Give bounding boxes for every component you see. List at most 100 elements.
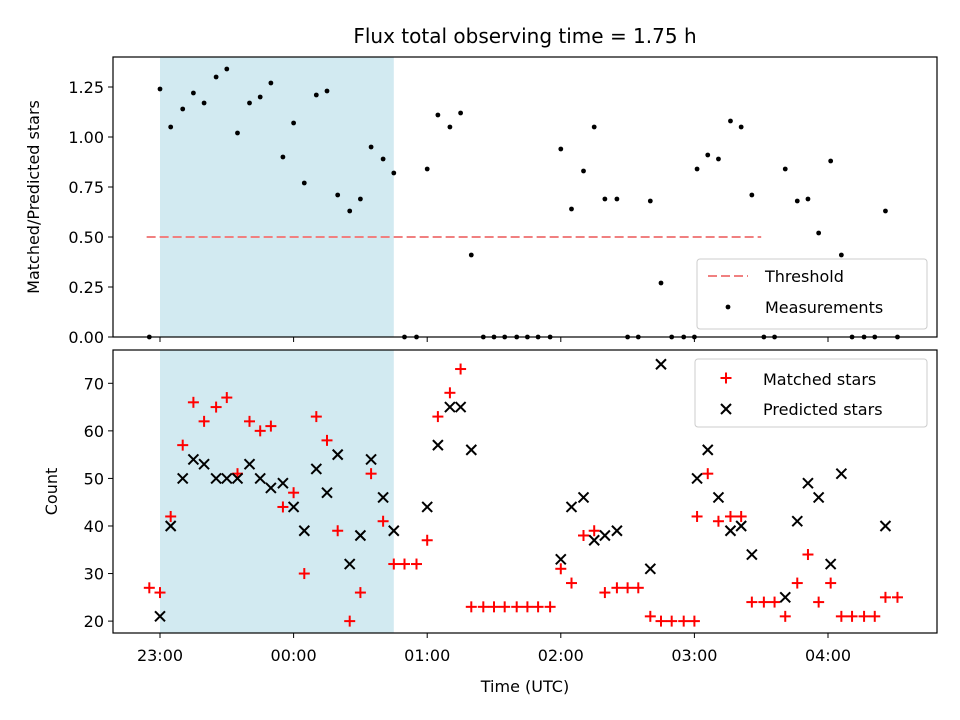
predicted-star-point	[298, 525, 310, 537]
measurement-point	[380, 156, 386, 162]
matched-star-point	[398, 558, 410, 570]
predicted-star-point	[444, 401, 456, 413]
count-y-tick-label: 50	[84, 469, 104, 488]
matched-star-point	[244, 415, 256, 427]
count-y-tick-label: 30	[84, 565, 104, 584]
matched-star-point	[210, 401, 222, 413]
measurement-point	[180, 106, 186, 112]
matched-star-point	[455, 363, 467, 375]
matched-star-point	[779, 610, 791, 622]
measurement-point	[424, 166, 430, 172]
matched-star-point	[344, 615, 356, 627]
matched-star-point	[666, 615, 678, 627]
matched-star-point	[411, 558, 423, 570]
ratio-y-tick-label: 0.75	[68, 178, 104, 197]
matched-star-point	[813, 596, 825, 608]
matched-star-point	[321, 434, 333, 446]
predicted-star-point	[802, 477, 814, 489]
matched-star-point	[544, 601, 556, 613]
matched-star-point	[143, 582, 155, 594]
matched-star-point	[691, 510, 703, 522]
measurement-point	[838, 252, 844, 258]
count-panel-ticks: 20 30 40 50 60 70 23:00 00:00 01:00 02:00 03:00 04:…	[84, 374, 851, 665]
time-x-tick-label: 03:00	[671, 646, 717, 665]
count-y-tick-label: 60	[84, 422, 104, 441]
legend-measurements-swatch	[725, 304, 731, 310]
matched-star-point	[432, 411, 444, 423]
measurement-point	[658, 280, 664, 286]
predicted-star-point	[377, 491, 389, 504]
predicted-star-point	[164, 520, 177, 532]
predicted-star-point	[254, 472, 266, 485]
matched-star-point	[611, 582, 623, 594]
predicted-star-point	[555, 553, 567, 565]
measurement-point	[168, 124, 174, 130]
predicted-star-point	[177, 472, 189, 485]
measurement-point	[213, 74, 219, 80]
predicted-star-point	[702, 444, 714, 456]
measurement-point	[435, 112, 441, 118]
observing-window-shade	[160, 57, 394, 337]
matched-star-point	[298, 568, 310, 580]
predicted-star-point	[812, 491, 825, 504]
matched-star-point	[858, 610, 870, 622]
matched-star-point	[277, 501, 289, 513]
predicted-star-point	[599, 529, 611, 542]
predicted-star-point	[287, 501, 300, 513]
legend-threshold-label: Threshold	[764, 267, 844, 286]
matched-star-point	[835, 610, 847, 622]
measurement-point	[347, 208, 353, 214]
predicted-star-point	[321, 486, 333, 499]
predicted-star-point	[388, 525, 400, 537]
measurement-point	[458, 110, 463, 116]
matched-star-point	[712, 515, 724, 527]
count-panel-frame	[112, 349, 938, 634]
matched-star-point	[288, 487, 300, 499]
matched-star-point	[488, 601, 500, 613]
count-legend: Matched stars Predicted stars	[694, 358, 928, 428]
matched-star-point	[177, 439, 189, 451]
predicted-star-point	[154, 610, 166, 623]
ratio-y-tick-label: 0.25	[68, 278, 104, 297]
matched-star-point	[477, 601, 489, 613]
measurement-point	[591, 124, 597, 130]
measurement-point	[335, 192, 341, 198]
predicted-star-point	[277, 477, 289, 489]
matched-star-point	[154, 587, 166, 599]
measurement-point	[368, 144, 374, 150]
predicted-star-point	[265, 482, 277, 494]
matched-star-point	[388, 558, 400, 570]
predicted-star-point	[611, 525, 623, 537]
predicted-star-point	[354, 529, 367, 542]
count-legend-box	[694, 358, 928, 428]
matched-star-point	[632, 582, 644, 594]
measurement-point	[235, 130, 240, 136]
predicted-star-point	[779, 591, 791, 604]
predicted-star-point	[588, 534, 600, 546]
matched-star-point	[791, 577, 803, 589]
ratio-y-tick-label: 0.50	[68, 228, 104, 247]
matched-star-point	[532, 601, 544, 613]
predicted-star-point	[565, 501, 578, 513]
time-x-tick-label: 00:00	[271, 646, 317, 665]
predicted-star-point	[421, 501, 433, 513]
measurement-point	[749, 192, 755, 198]
matched-star-point	[644, 610, 656, 622]
measurement-point	[257, 94, 263, 100]
measurement-point	[728, 118, 733, 124]
measurement-point	[358, 196, 363, 202]
matched-star-point	[678, 615, 690, 627]
measurement-point	[716, 156, 721, 162]
measurement-point	[224, 66, 230, 72]
predicted-star-point	[879, 520, 892, 532]
predicted-star-point	[365, 453, 377, 466]
matched-star-point	[746, 596, 758, 608]
measurement-point	[569, 206, 574, 212]
matched-star-point	[165, 510, 177, 522]
matched-star-point	[310, 411, 322, 423]
predicted-star-point	[835, 467, 848, 480]
predicted-star-point	[310, 463, 323, 475]
ratio-y-axis-label: Matched/Predicted stars	[24, 100, 43, 294]
matched-star-point	[735, 510, 747, 522]
count-y-tick-label: 40	[84, 517, 104, 536]
